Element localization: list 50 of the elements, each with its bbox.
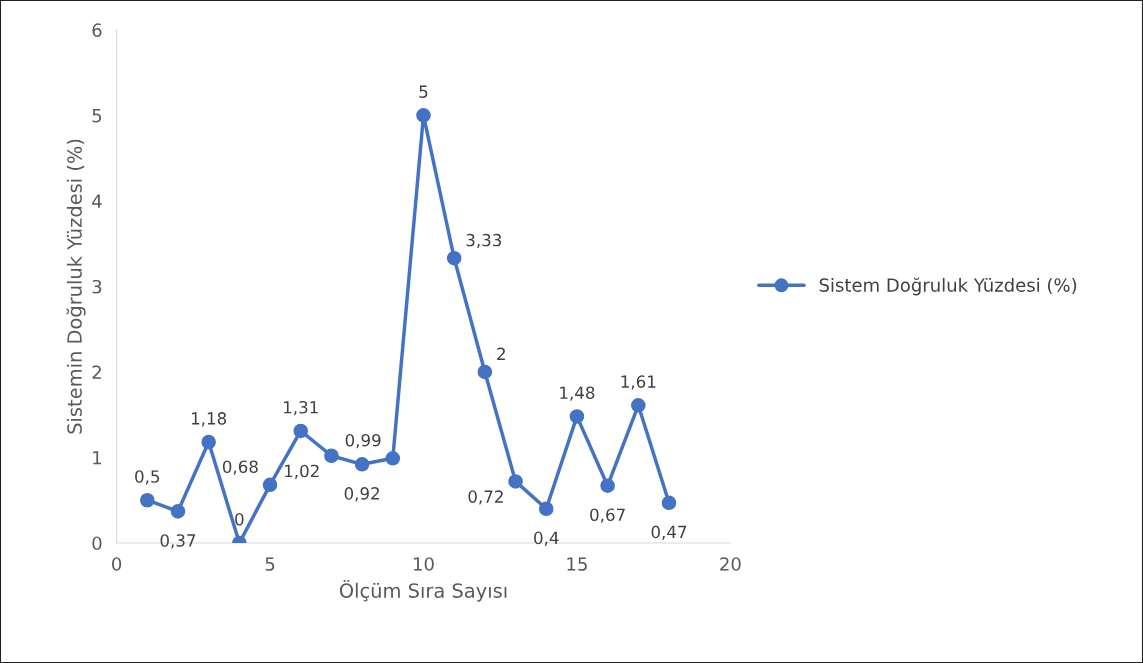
- x-axis-title: Ölçüm Sıra Sayısı: [339, 579, 507, 602]
- point: [139, 492, 155, 508]
- point: [416, 108, 431, 123]
- point: [477, 364, 493, 380]
- data-label: 3,33: [466, 233, 502, 249]
- data-label: 0,67: [590, 508, 625, 523]
- data-label: 2: [497, 347, 505, 360]
- y-tick-label: 2: [92, 365, 101, 379]
- point: [508, 474, 523, 489]
- data-label: 0,37: [160, 534, 196, 549]
- data-label: 0: [235, 513, 244, 526]
- data-label: 5: [419, 85, 428, 98]
- data-label: 0,68: [222, 460, 258, 475]
- data-label: 0,92: [344, 487, 379, 502]
- point: [538, 501, 554, 517]
- x-tick-label: 5: [265, 557, 275, 571]
- point: [324, 448, 339, 464]
- y-tick-label: 5: [92, 109, 102, 123]
- point: [293, 423, 309, 439]
- legend-label: Sistem Doğruluk Yüzdesi (%): [819, 277, 1077, 296]
- data-label: 0,47: [651, 525, 687, 540]
- data-label: 1,61: [621, 375, 656, 390]
- x-tick-label: 10: [413, 557, 434, 571]
- point: [201, 434, 216, 450]
- point: [631, 398, 646, 413]
- data-label: 0,5: [135, 470, 160, 485]
- y-tick-label: 0: [92, 536, 102, 551]
- point: [600, 478, 615, 493]
- data-label: 0,99: [345, 433, 381, 449]
- data-label: 0,72: [468, 490, 503, 505]
- point: [661, 495, 677, 511]
- point: [262, 477, 278, 493]
- x-tick-label: 0: [112, 557, 122, 571]
- data-label: 1,31: [284, 400, 318, 416]
- data-label: 1,02: [285, 464, 319, 479]
- point: [170, 504, 186, 519]
- x-tick-label: 15: [567, 557, 587, 571]
- x-tick-label: 20: [720, 557, 741, 571]
- y-tick-label: 1: [93, 451, 102, 465]
- data-label: 1,48: [560, 386, 595, 401]
- point: [354, 457, 370, 472]
- y-tick-label: 3: [92, 279, 102, 294]
- point: [385, 451, 401, 466]
- y-tick-label: 4: [92, 194, 102, 208]
- y-axis-title: Sistemin Doğruluk Yüzdesi (%): [66, 139, 86, 434]
- data-label: 0,4: [534, 531, 559, 546]
- point: [569, 409, 585, 424]
- data-label: 1,18: [191, 412, 227, 427]
- point: [446, 250, 462, 266]
- y-tick-label: 6: [92, 23, 102, 37]
